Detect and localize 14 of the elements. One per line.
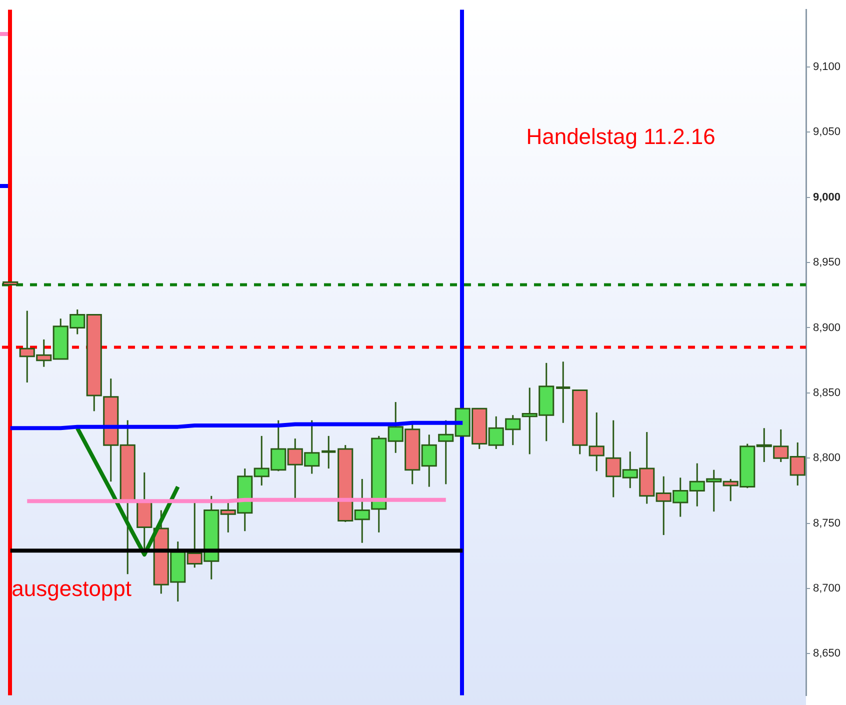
candlestick: [320, 435, 337, 470]
y-tick-label: 8,950: [813, 256, 841, 269]
y-tick-label: 8,900: [813, 322, 841, 334]
y-tick-label: 8,650: [813, 648, 841, 660]
y-tick-label: 9,000: [813, 191, 841, 204]
y-tick-label: 8,700: [813, 582, 841, 595]
y-tick-label: 8,800: [813, 452, 841, 464]
annotation: Handelstag 11.2.16: [526, 124, 716, 150]
y-tick-label: 8,850: [813, 386, 841, 399]
candlestick: [554, 360, 572, 424]
y-tick-label: 8,750: [813, 517, 841, 530]
y-tick-label: 9,050: [813, 126, 841, 138]
y-tick-label: 9,100: [813, 61, 841, 73]
annotation: ausgestoppt: [12, 576, 132, 601]
